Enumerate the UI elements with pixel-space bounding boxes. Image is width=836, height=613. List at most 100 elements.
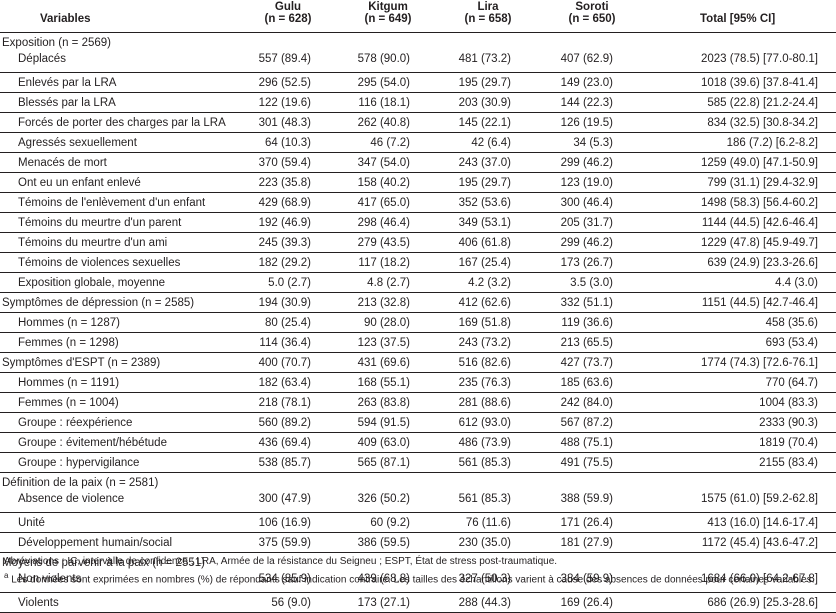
table-row: Définition de la paix (n = 2581) — [0, 473, 836, 493]
table-row: Femmes (n = 1298) 114 (36.4) 123 (37.5) 243… — [0, 333, 836, 353]
cell-kitgum: 46 (7.2) — [370, 137, 410, 149]
cell-lira: 169 (51.8) — [458, 317, 511, 329]
cell-lira: 349 (53.1) — [458, 217, 511, 229]
header-total: Total [95% CI] — [700, 13, 776, 25]
cell-lira: 4.2 (3.2) — [468, 277, 511, 289]
header-kitgum-name: Kitgum — [368, 1, 408, 13]
cell-soroti: 3.5 (3.0) — [570, 277, 613, 289]
cell-kitgum: 594 (91.5) — [357, 417, 410, 429]
table-row: Symptômes de dépression (n = 2585) 194 (3… — [0, 293, 836, 313]
cell-soroti: 213 (65.5) — [560, 337, 613, 349]
cell-kitgum: 417 (65.0) — [357, 197, 410, 209]
cell-kitgum: 116 (18.1) — [358, 97, 410, 109]
row-label: Groupe : évitement/hébétude — [18, 437, 167, 449]
cell-gulu: 194 (30.9) — [258, 297, 311, 309]
cell-gulu: 5.0 (2.7) — [268, 277, 311, 289]
row-label: Femmes (n = 1004) — [18, 397, 119, 409]
cell-gulu: 296 (52.5) — [258, 77, 311, 89]
header-variables: Variables — [40, 13, 91, 25]
header-kitgum-n: (n = 649) — [364, 13, 412, 25]
cell-total: 1575 (61.0) [59.2-62.8] — [701, 493, 818, 505]
cell-soroti: 171 (26.4) — [560, 517, 613, 529]
header-soroti-n: (n = 650) — [568, 13, 616, 25]
cell-gulu: 245 (39.3) — [258, 237, 311, 249]
cell-soroti: 488 (75.1) — [560, 437, 613, 449]
cell-lira: 281 (88.6) — [458, 397, 511, 409]
cell-lira: 195 (29.7) — [458, 77, 511, 89]
row-label: Non violents — [18, 573, 82, 585]
cell-lira: 167 (25.4) — [458, 257, 511, 269]
row-label: Forcés de porter des charges par la LRA — [18, 117, 226, 129]
row-label: Violents — [18, 597, 59, 609]
row-label: Symptômes de dépression (n = 2585) — [2, 297, 195, 309]
cell-total: 686 (26.9) [25.3-28.6] — [707, 597, 818, 609]
cell-kitgum: 347 (54.0) — [357, 157, 410, 169]
cell-kitgum: 60 (9.2) — [370, 517, 410, 529]
table-row: Enlevés par la LRA 296 (52.5) 295 (54.0) 19… — [0, 73, 836, 93]
cell-soroti: 185 (63.6) — [560, 377, 613, 389]
cell-soroti: 123 (19.0) — [560, 177, 613, 189]
cell-total: 770 (64.7) — [765, 377, 818, 389]
cell-soroti: 205 (31.7) — [560, 217, 613, 229]
row-label: Unité — [18, 517, 45, 529]
cell-total: 1018 (39.6) [37.8-41.4] — [701, 77, 818, 89]
cell-kitgum: 173 (27.1) — [357, 597, 410, 609]
row-label: Menacés de mort — [18, 157, 107, 169]
row-label: Hommes (n = 1191) — [18, 377, 120, 389]
cell-kitgum: 117 (18.2) — [358, 257, 410, 269]
cell-lira: 561 (85.3) — [458, 493, 511, 505]
cell-soroti: 242 (84.0) — [560, 397, 613, 409]
cell-lira: 195 (29.7) — [458, 177, 511, 189]
cell-total: 1151 (44.5) [42.7-46.4] — [701, 297, 818, 309]
cell-gulu: 56 (9.0) — [271, 597, 311, 609]
cell-soroti: 126 (19.5) — [560, 117, 613, 129]
cell-lira: 145 (22.1) — [458, 117, 511, 129]
cell-lira: 406 (61.8) — [458, 237, 511, 249]
cell-lira: 230 (35.0) — [458, 537, 511, 549]
cell-kitgum: 90 (28.0) — [363, 317, 410, 329]
row-label: Enlevés par la LRA — [18, 77, 117, 89]
cell-lira: 76 (11.6) — [465, 517, 511, 529]
cell-lira: 203 (30.9) — [458, 97, 511, 109]
header-gulu: Gulu (n = 628) — [248, 1, 328, 25]
cell-soroti: 149 (23.0) — [560, 77, 613, 89]
header-lira: Lira (n = 658) — [448, 1, 528, 25]
footnote-abbreviations: Abréviations : IC, intervalle de confide… — [4, 556, 558, 567]
cell-kitgum: 578 (90.0) — [357, 53, 410, 65]
table-row: Absence de violence 300 (47.9) 326 (50.2) 5… — [0, 493, 836, 513]
cell-total: 186 (7.2) [6.2-8.2] — [726, 137, 818, 149]
cell-gulu: 80 (25.4) — [264, 317, 311, 329]
table-header: Variables Gulu (n = 628) Kitgum (n = 649… — [0, 0, 836, 33]
row-label: Symptômes d'ESPT (n = 2389) — [2, 357, 161, 369]
cell-lira: 243 (37.0) — [458, 157, 511, 169]
cell-gulu: 192 (46.9) — [258, 217, 311, 229]
row-label: Hommes (n = 1287) — [18, 317, 120, 329]
cell-gulu: 114 (36.4) — [259, 337, 311, 349]
cell-lira: 352 (53.6) — [458, 197, 511, 209]
row-label: Groupe : réexpérience — [18, 417, 133, 429]
cell-total: 2023 (78.5) [77.0-80.1] — [701, 53, 818, 65]
table-row: Développement humain/social 375 (59.9) 386… — [0, 533, 836, 553]
cell-gulu: 557 (89.4) — [258, 53, 311, 65]
table-row: Déplacés 557 (89.4) 578 (90.0) 481 (73.2) 40… — [0, 53, 836, 73]
table-row: Blessés par la LRA 122 (19.6) 116 (18.1) 20… — [0, 93, 836, 113]
header-gulu-n: (n = 628) — [264, 13, 312, 25]
header-soroti-name: Soroti — [575, 1, 609, 13]
table-row: Hommes (n = 1287) 80 (25.4) 90 (28.0) 169 (… — [0, 313, 836, 333]
cell-total: 1498 (58.3) [56.4-60.2] — [701, 197, 818, 209]
cell-total: 1144 (44.5) [42.6-46.4] — [701, 217, 818, 229]
table-row: Menacés de mort 370 (59.4) 347 (54.0) 243 (… — [0, 153, 836, 173]
cell-gulu: 182 (29.2) — [258, 257, 311, 269]
cell-total: 2333 (90.3) — [759, 417, 818, 429]
cell-soroti: 567 (87.2) — [560, 417, 613, 429]
cell-total: 1774 (74.3) [72.6-76.1] — [701, 357, 818, 369]
cell-kitgum: 409 (63.0) — [357, 437, 410, 449]
cell-kitgum: 262 (40.8) — [357, 117, 410, 129]
cell-lira: 412 (62.6) — [458, 297, 511, 309]
cell-soroti: 34 (5.3) — [573, 137, 613, 149]
cell-gulu: 218 (78.1) — [258, 397, 311, 409]
cell-total: 639 (24.9) [23.3-26.6] — [707, 257, 818, 269]
cell-lira: 235 (76.3) — [458, 377, 511, 389]
cell-soroti: 407 (62.9) — [560, 53, 613, 65]
cell-total: 799 (31.1) [29.4-32.9] — [707, 177, 818, 189]
